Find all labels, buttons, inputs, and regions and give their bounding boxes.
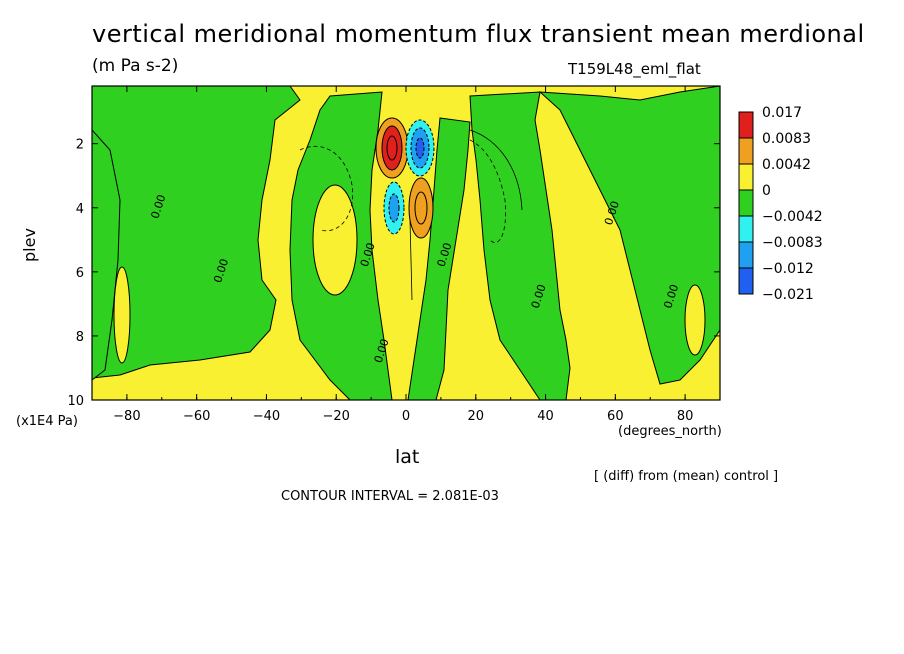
jet-positive-upper: [375, 117, 409, 179]
axes: −80 −60 −40 −20 0 20 40 60 80 2 4 6 8 10: [67, 86, 721, 424]
fill-green-region-northpole: [538, 86, 720, 385]
run-id: T159L48_eml_flat: [568, 60, 701, 78]
y-tick-label: 6: [76, 266, 84, 281]
jet-positive-lower: [408, 177, 434, 239]
legend-swatch: [738, 267, 754, 295]
fill-yellow-island-2: [684, 284, 706, 356]
x-tick-label: −60: [183, 409, 210, 424]
contour-interval: CONTOUR INTERVAL = 2.081E-03: [281, 489, 499, 504]
fill-green-region-southpole: [92, 86, 301, 379]
x-tick-label: 40: [537, 409, 554, 424]
x-axis-label: lat: [395, 446, 420, 468]
legend-label: −0.0083: [762, 235, 823, 251]
x-tick-label: −80: [113, 409, 140, 424]
x-tick-label: 20: [468, 409, 485, 424]
y-tick-label: 8: [76, 330, 84, 345]
jet-negative-upper: [405, 119, 435, 177]
colorbar-legend: 0.017 0.0083 0.0042 0 −0.0042 −0.0083 −0.012 −0…: [738, 105, 823, 303]
diff-note: [ (diff) from (mean) control ]: [594, 469, 779, 484]
legend-swatch: [738, 163, 754, 191]
x-tick-label: 60: [607, 409, 624, 424]
x-axis-units: (degrees_north): [618, 424, 722, 439]
y-tick-label: 10: [67, 394, 84, 409]
y-axis-units: (x1E4 Pa): [16, 414, 78, 429]
chart-units: (m Pa s-2): [92, 56, 179, 76]
legend-label: −0.021: [762, 287, 814, 303]
legend-swatch: [738, 189, 754, 217]
jet-negative-lower: [383, 181, 405, 235]
x-tick-label: 80: [677, 409, 694, 424]
chart-title: vertical meridional momentum flux transi…: [92, 20, 865, 48]
y-axis-label: plev: [20, 228, 39, 262]
contour-fill-field: [92, 86, 720, 400]
legend-swatch: [738, 241, 754, 269]
legend-swatch: [738, 111, 754, 139]
contour-solid-1: [469, 129, 523, 211]
contour-solid-2: [409, 219, 413, 301]
y-tick-label: 4: [76, 202, 84, 217]
x-tick-label: −40: [253, 409, 280, 424]
fill-yellow-island-1: [113, 266, 131, 364]
legend-swatch: [738, 215, 754, 243]
fill-green-region-northmid: [469, 91, 571, 400]
legend-label: 0.017: [762, 105, 802, 121]
y-tick-label: 2: [76, 138, 84, 153]
x-tick-label: −20: [323, 409, 350, 424]
contour-dashed-1: [299, 146, 354, 232]
fill-yellow-island-3: [312, 184, 358, 296]
legend-label: −0.0042: [762, 209, 823, 225]
contour-dashed-2: [469, 139, 507, 243]
x-tick-label: 0: [402, 409, 410, 424]
legend-swatch: [738, 137, 754, 165]
legend-label: 0.0083: [762, 131, 811, 147]
legend-label: −0.012: [762, 261, 814, 277]
legend-label: 0: [762, 183, 771, 199]
legend-label: 0.0042: [762, 157, 811, 173]
